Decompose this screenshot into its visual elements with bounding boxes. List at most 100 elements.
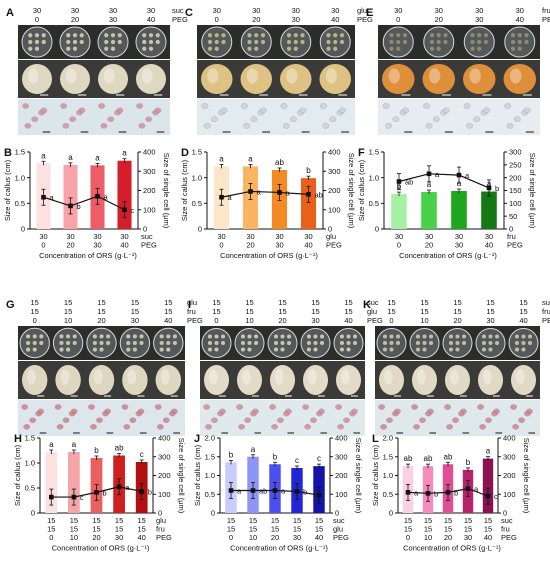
single-cell xyxy=(444,404,451,410)
header-row-name: PEG xyxy=(357,15,373,24)
callus-piece xyxy=(132,340,137,346)
single-cell xyxy=(385,123,392,129)
left-tick-label: 0 xyxy=(31,509,35,518)
callus-piece xyxy=(293,46,298,51)
single-cell xyxy=(271,423,278,430)
header-value: 40 xyxy=(516,15,524,24)
header-value: 15 xyxy=(278,298,286,307)
x-category-value: 30 xyxy=(425,232,433,241)
callus-closeup xyxy=(155,365,181,395)
panel-letter: J xyxy=(194,433,200,445)
callus-piece xyxy=(389,334,394,339)
callus-piece xyxy=(339,33,345,38)
single-cell xyxy=(463,103,471,109)
callus-closeup xyxy=(60,64,90,94)
header-value: 30 xyxy=(109,15,117,24)
x-row-name: glu xyxy=(333,525,343,534)
callus-piece xyxy=(253,340,259,346)
single-cell xyxy=(69,116,77,122)
single-cell xyxy=(402,107,409,114)
x-category-value: 40 xyxy=(304,241,312,250)
header-value: 15 xyxy=(31,298,39,307)
single-cell xyxy=(285,408,292,415)
header-value: 20 xyxy=(278,316,286,325)
header-value: 15 xyxy=(212,307,220,316)
bar-sig-label: b xyxy=(273,452,278,461)
x-category-value: 15 xyxy=(92,516,100,525)
x-category-value: 15 xyxy=(115,516,123,525)
callus-closeup xyxy=(22,365,48,395)
callus-piece xyxy=(415,334,421,339)
cell-size-line xyxy=(43,195,125,211)
single-cell xyxy=(54,404,62,410)
callus-piece xyxy=(106,334,111,339)
x-row-name: fru xyxy=(156,525,165,534)
callus-highlight xyxy=(207,68,219,84)
callus-piece xyxy=(240,340,246,346)
callus-piece xyxy=(428,334,434,339)
callus-piece xyxy=(527,334,533,339)
panel-letter: K xyxy=(363,299,371,311)
x-category-value: 15 xyxy=(138,525,146,534)
left-tick-label: 0.5 xyxy=(25,484,35,493)
point-sig-label: ab xyxy=(259,487,267,496)
right-tick-label: 300 xyxy=(509,148,522,157)
panel-letter: D xyxy=(181,147,189,159)
callus-piece xyxy=(148,46,154,51)
x-category-value: 30 xyxy=(66,232,74,241)
header-value: 10 xyxy=(245,316,253,325)
x-category-value: 15 xyxy=(424,525,432,534)
header-value: 20 xyxy=(97,316,105,325)
callus-piece xyxy=(117,39,122,45)
header-value: 0 xyxy=(396,15,400,24)
single-cell xyxy=(98,103,106,109)
callus-closeup xyxy=(303,365,328,395)
callus-closeup xyxy=(336,365,361,395)
bar-sig-label: ab xyxy=(115,444,124,453)
callus-closeup xyxy=(136,64,166,94)
single-cell xyxy=(411,404,418,410)
x-category-value: 30 xyxy=(455,241,463,250)
callus-piece xyxy=(41,33,46,38)
callus-piece xyxy=(260,39,266,45)
header-value: 15 xyxy=(245,298,253,307)
left-tick-label: 0 xyxy=(211,509,215,518)
callus-piece xyxy=(461,334,467,339)
callus-piece xyxy=(159,347,164,352)
callus-piece xyxy=(280,334,285,339)
callus-highlight xyxy=(510,68,522,84)
callus-piece xyxy=(521,334,526,339)
point-marker xyxy=(316,492,322,498)
x-category-value: 15 xyxy=(271,516,279,525)
callus-piece xyxy=(221,33,226,38)
single-cell xyxy=(504,103,511,109)
callus-piece xyxy=(382,334,388,339)
single-cell xyxy=(523,107,531,114)
x-row-name: PEG xyxy=(507,241,523,250)
header-value: 0 xyxy=(33,316,37,325)
x-category-value: 20 xyxy=(444,533,452,542)
callus-piece xyxy=(66,347,71,352)
x-axis-label: Concentration of ORS (g·L⁻¹) xyxy=(220,251,318,260)
x-category-value: 15 xyxy=(271,525,279,534)
header-value: 40 xyxy=(164,316,172,325)
header-row-name: PEG xyxy=(187,316,203,325)
single-cell xyxy=(386,417,393,424)
left-tick-label: 2.0 xyxy=(383,434,393,443)
callus-piece xyxy=(313,340,318,346)
header-value: 15 xyxy=(164,298,172,307)
callus-piece xyxy=(339,347,345,352)
left-tick-label: 1.0 xyxy=(369,173,379,182)
panel-letter: C xyxy=(185,7,193,19)
callus-piece xyxy=(126,340,131,346)
single-cell xyxy=(419,417,426,424)
callus-piece xyxy=(488,340,493,346)
right-tick-label: 200 xyxy=(143,186,156,195)
callus-closeup xyxy=(463,64,496,94)
header-value: 15 xyxy=(453,298,461,307)
single-cell xyxy=(78,107,86,114)
callus-piece xyxy=(389,347,394,352)
right-tick-label: 300 xyxy=(158,452,171,461)
